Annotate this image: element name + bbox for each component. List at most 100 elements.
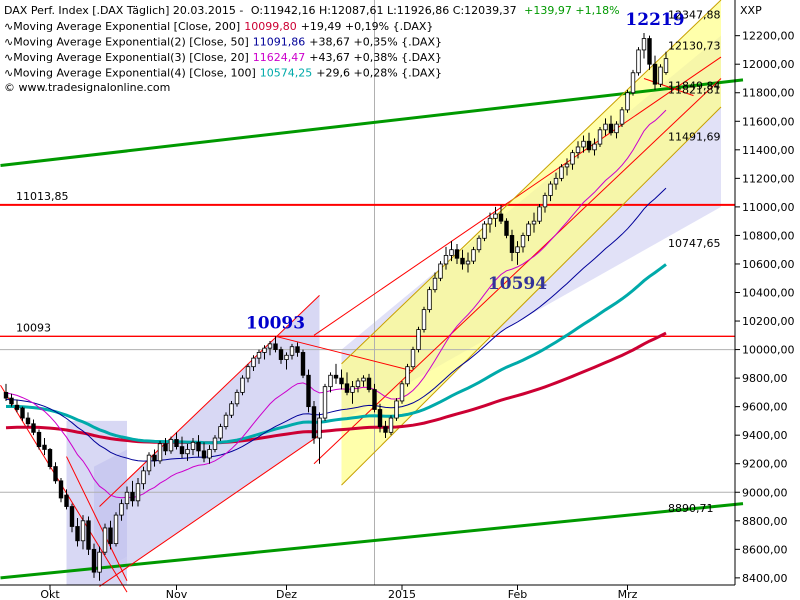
candle-body xyxy=(102,527,108,553)
trendline-red-oct xyxy=(0,384,128,593)
candle-body xyxy=(168,439,174,452)
y-tick-label: 11200,00 xyxy=(742,172,795,185)
candle-body xyxy=(20,407,25,419)
candle-body xyxy=(284,354,289,360)
header-change: +139,97 +1,18% xyxy=(524,4,619,17)
side-label: 11849,84 xyxy=(668,80,721,93)
candle-body xyxy=(570,152,575,165)
candle-body xyxy=(9,397,14,405)
candle-body xyxy=(581,140,586,148)
candle-body xyxy=(636,49,641,74)
x-tick-label: Okt xyxy=(40,588,60,600)
candle-body xyxy=(449,249,454,256)
chart-header: DAX Perf. Index [.DAX Täglich] 20.03.201… xyxy=(4,4,620,94)
y-tick-label: 9800,00 xyxy=(742,372,788,385)
y-tick-label: 11400,00 xyxy=(742,144,795,157)
candle-body xyxy=(520,235,526,248)
candle-body xyxy=(515,246,520,253)
candle-body xyxy=(509,235,515,253)
header-line1: DAX Perf. Index [.DAX Täglich] 20.03.201… xyxy=(4,4,620,17)
x-tick-label: Nov xyxy=(166,588,188,600)
candle-body xyxy=(218,426,223,439)
candle-body xyxy=(619,109,625,125)
trendline-red-mrz xyxy=(643,78,694,97)
candle-body xyxy=(597,129,603,145)
y-tick-label: 11800,00 xyxy=(742,87,795,100)
grid xyxy=(0,0,735,585)
candle-body xyxy=(234,391,240,405)
candle-body xyxy=(119,503,124,516)
header-ohlc: O:11942,16 H:12087,61 L:11926,86 C:12039… xyxy=(251,4,517,17)
trendline-red-nov-lower xyxy=(99,434,320,587)
candle-body xyxy=(36,431,42,447)
candle-body xyxy=(487,217,493,225)
candle-body xyxy=(300,352,306,376)
candle-body xyxy=(229,403,234,416)
header-instrument: DAX Perf. Index [.DAX Täglich] 20.03.201… xyxy=(4,4,243,17)
trendline-yellow-upper xyxy=(341,0,722,365)
candle-body xyxy=(482,223,487,239)
candle-body xyxy=(471,249,476,262)
candle-body xyxy=(355,380,361,388)
candle-body xyxy=(504,220,509,236)
fill-yellow-channel xyxy=(341,0,721,486)
candle-body xyxy=(366,377,372,390)
y-axis-ticks: 8400,00 8600,00 8800,00 9000,00 9200,00 9400,… xyxy=(735,30,795,585)
x-tick-label: Mrz xyxy=(618,588,638,600)
candle-body xyxy=(625,92,630,111)
side-label: 11821,81 xyxy=(668,84,721,97)
trendline-red-main-upper xyxy=(313,56,722,336)
candle-body xyxy=(53,466,58,482)
candle-body xyxy=(190,441,196,450)
candle-body xyxy=(185,449,190,455)
side-label: 12347,88 xyxy=(668,9,721,22)
candle-body xyxy=(493,213,498,219)
candle-body xyxy=(333,374,339,379)
candle-body xyxy=(311,406,317,439)
candle-body xyxy=(564,163,570,168)
y-tick-label: 8600,00 xyxy=(742,543,788,556)
candle-body xyxy=(69,506,75,527)
y-tick-label: 10800,00 xyxy=(742,229,795,242)
candle-body xyxy=(130,491,135,502)
candle-body xyxy=(372,389,377,410)
candle-body xyxy=(196,441,201,452)
candle-body xyxy=(295,346,300,353)
candle-body xyxy=(267,343,273,349)
candle-body xyxy=(317,417,322,439)
candle-body xyxy=(603,123,608,131)
indicator-legend: ∿Moving Average Exponential [Close, 200]… xyxy=(4,20,442,80)
candle-body xyxy=(608,123,614,134)
candle-body xyxy=(25,417,31,425)
candle-body xyxy=(240,377,245,393)
candle-body xyxy=(163,443,168,452)
candle-body xyxy=(306,374,311,408)
indicator-label: ∿Moving Average Exponential [Close, 200] xyxy=(4,20,240,33)
candle-body xyxy=(86,520,91,550)
indicator-change: +38,67 +0,35% {.DAX} xyxy=(309,36,442,49)
candle-body xyxy=(212,437,218,450)
candle-body xyxy=(289,346,295,356)
candle-body xyxy=(394,400,399,419)
candle-body xyxy=(350,386,355,393)
candle-body xyxy=(388,417,394,433)
candle-body xyxy=(427,289,432,311)
candle-body xyxy=(630,72,636,94)
trendline-red-dec xyxy=(275,335,414,372)
candle-body xyxy=(592,143,597,151)
candle-body xyxy=(432,277,438,291)
candle-body xyxy=(80,520,86,542)
candle-body xyxy=(416,329,421,350)
candle-body xyxy=(553,177,559,185)
candle-body xyxy=(97,551,102,573)
indicator-label: ∿Moving Average Exponential(3) [Close, 2… xyxy=(4,51,249,64)
candle-body xyxy=(641,38,647,51)
candle-body xyxy=(361,377,366,382)
trendline-red-oct2 xyxy=(66,456,128,581)
candle-body xyxy=(207,449,212,459)
candle-body xyxy=(586,140,592,151)
candle-body xyxy=(179,446,185,455)
x-tick-label: Feb xyxy=(508,588,527,600)
ema-50-line xyxy=(5,187,667,462)
y-axis-unit-label: XXP xyxy=(740,4,762,17)
